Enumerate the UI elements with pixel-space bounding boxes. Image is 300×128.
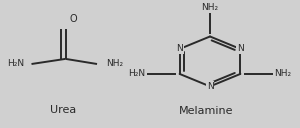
Text: N: N	[176, 44, 183, 54]
Text: N: N	[237, 44, 244, 54]
Text: O: O	[69, 14, 77, 24]
Text: NH₂: NH₂	[201, 3, 219, 12]
Text: N: N	[207, 82, 213, 91]
Text: Melamine: Melamine	[179, 106, 234, 116]
Text: Urea: Urea	[50, 105, 76, 115]
Text: H₂N: H₂N	[7, 60, 24, 68]
Text: NH₂: NH₂	[274, 69, 292, 78]
Text: NH₂: NH₂	[106, 60, 123, 68]
Text: H₂N: H₂N	[128, 69, 146, 78]
